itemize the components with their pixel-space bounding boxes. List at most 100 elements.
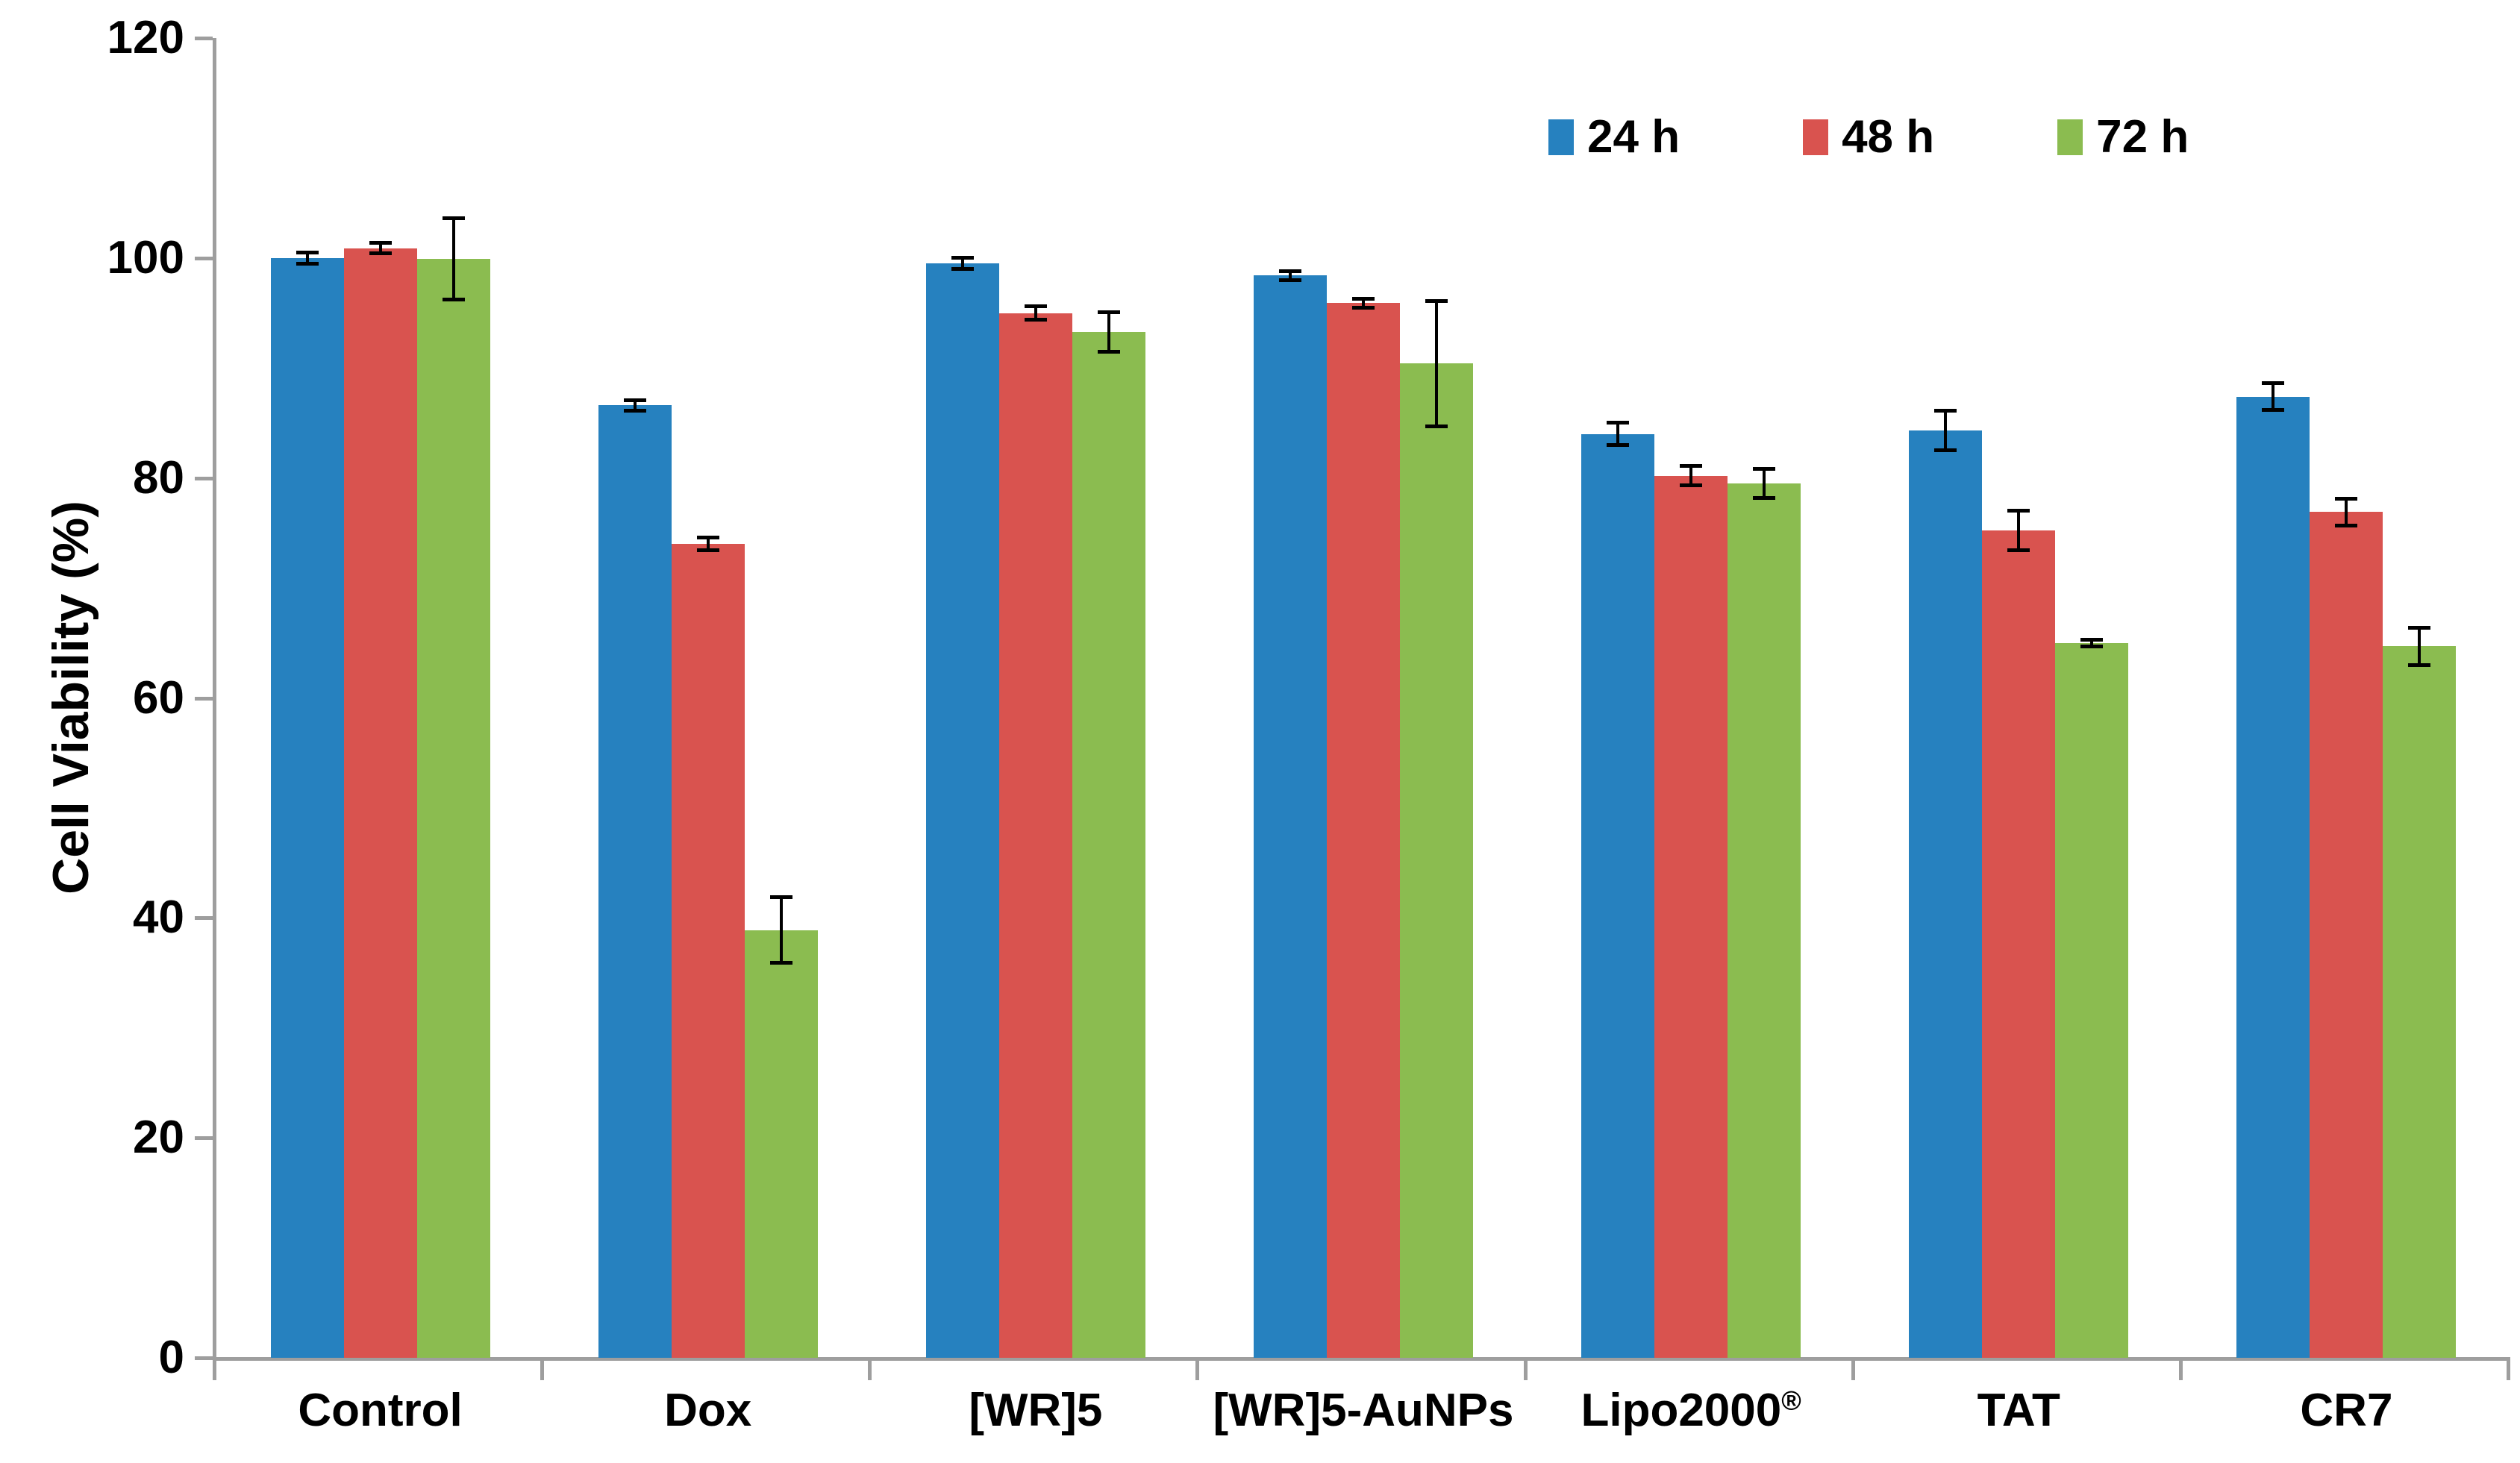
bar-24h-0: [270, 257, 344, 1358]
error-bar-cap-top: [2007, 509, 2030, 513]
y-tick: [195, 1356, 213, 1360]
error-bar-cap-top: [1934, 409, 1957, 413]
error-bar-cap-bottom: [296, 261, 319, 266]
legend-item-72h: 72 h: [2057, 110, 2189, 163]
x-category-label-0: Control: [298, 1385, 463, 1436]
y-tick: [195, 476, 213, 480]
legend-swatch-icon: [2057, 119, 2083, 155]
error-bar-cap-top: [696, 535, 719, 539]
error-bar-line: [1689, 466, 1693, 486]
error-bar-cap-top: [296, 250, 319, 254]
error-bar-cap-bottom: [1097, 349, 1120, 354]
error-bar-line: [633, 400, 637, 411]
legend-label: 72 h: [2096, 111, 2189, 163]
error-bar-cap-bottom: [1607, 442, 1630, 447]
y-tick-label: 80: [133, 451, 184, 504]
x-tick: [1195, 1357, 1200, 1380]
error-bar-cap-top: [1607, 421, 1630, 425]
bar-48h-4: [1654, 475, 1728, 1358]
error-bar-cap-bottom: [1934, 448, 1957, 453]
error-bar-cap-top: [1024, 304, 1047, 309]
error-bar-cap-top: [1753, 467, 1776, 472]
x-axis-line: [213, 1357, 2510, 1361]
y-tick: [195, 1136, 213, 1141]
error-bar-line: [1289, 271, 1292, 281]
error-bar-line: [1107, 312, 1110, 352]
y-tick: [195, 256, 213, 260]
legend-swatch-icon: [1803, 119, 1829, 155]
error-bar-line: [1616, 422, 1620, 445]
x-tick: [213, 1357, 216, 1380]
x-category-label-1: Dox: [664, 1385, 752, 1436]
error-bar-cap-bottom: [2007, 548, 2030, 553]
error-bar-cap-top: [1425, 298, 1448, 303]
error-bar-line: [2272, 383, 2275, 410]
x-tick: [868, 1357, 872, 1380]
bar-24h-2: [925, 263, 999, 1358]
error-bar-line: [960, 257, 964, 269]
error-bar-cap-bottom: [1279, 278, 1301, 282]
bar-72h-2: [1072, 331, 1145, 1358]
error-bar-cap-bottom: [769, 961, 792, 965]
error-bar-line: [2345, 498, 2348, 526]
error-bar-cap-bottom: [2335, 523, 2358, 527]
error-bar-cap-bottom: [2080, 644, 2104, 648]
bar-24h-3: [1254, 275, 1327, 1358]
y-tick-label: 60: [133, 671, 184, 724]
error-bar-line: [451, 218, 455, 300]
error-bar-line: [779, 897, 783, 963]
y-tick: [195, 696, 213, 701]
error-bar-line: [2418, 627, 2421, 665]
y-tick-label: 0: [158, 1332, 184, 1383]
error-bar-line: [1034, 306, 1037, 320]
bar-24h-1: [598, 405, 672, 1358]
legend-label: 48 h: [1842, 111, 1935, 163]
y-tick-label: 120: [107, 12, 184, 63]
x-category-label-3: [WR]5-AuNPs: [1213, 1385, 1514, 1436]
y-tick-label: 40: [133, 892, 184, 944]
y-tick: [195, 37, 213, 40]
error-bar-line: [1435, 301, 1438, 427]
error-bar-line: [2017, 510, 2021, 551]
bar-48h-3: [1327, 303, 1400, 1358]
legend-item-48h: 48 h: [1803, 110, 1934, 163]
x-tick: [1851, 1357, 1855, 1380]
error-bar-line: [305, 252, 309, 264]
bar-48h-6: [2310, 512, 2383, 1358]
error-bar-cap-bottom: [2262, 407, 2285, 412]
error-bar-cap-bottom: [951, 267, 974, 272]
error-bar-cap-bottom: [1753, 495, 1776, 500]
error-bar-cap-top: [2335, 497, 2358, 501]
error-bar-cap-bottom: [2408, 662, 2431, 667]
y-tick-label: 100: [107, 231, 184, 283]
error-bar-cap-bottom: [1425, 424, 1448, 428]
error-bar-cap-top: [769, 895, 792, 899]
error-bar-cap-top: [1279, 269, 1301, 274]
legend-label: 24 h: [1587, 111, 1680, 163]
bar-24h-5: [1909, 430, 1983, 1358]
registered-trademark-symbol: ®: [1781, 1385, 1801, 1416]
error-bar-cap-top: [951, 256, 974, 260]
bar-72h-3: [1400, 363, 1473, 1358]
x-tick: [540, 1357, 545, 1380]
error-bar-cap-bottom: [442, 298, 465, 302]
error-bar-cap-top: [1680, 463, 1703, 468]
x-category-label-4: Lipo2000®: [1581, 1385, 1801, 1436]
x-tick: [2178, 1357, 2183, 1380]
error-bar-cap-top: [1097, 310, 1120, 314]
bar-48h-2: [998, 313, 1072, 1358]
error-bar-cap-top: [2408, 625, 2431, 630]
error-bar-cap-bottom: [623, 409, 646, 413]
x-tick: [2507, 1357, 2510, 1380]
error-bar-line: [706, 537, 710, 551]
legend: 24 h 48 h 72 h: [1548, 110, 2189, 163]
x-category-label-5: TAT: [1977, 1385, 2060, 1436]
error-bar-cap-top: [1352, 296, 1375, 301]
error-bar-line: [1362, 298, 1365, 308]
bar-24h-6: [2236, 396, 2310, 1358]
y-axis-line: [213, 38, 216, 1362]
bar-72h-4: [1728, 483, 1801, 1358]
bar-72h-5: [2055, 642, 2129, 1358]
y-tick: [195, 916, 213, 921]
